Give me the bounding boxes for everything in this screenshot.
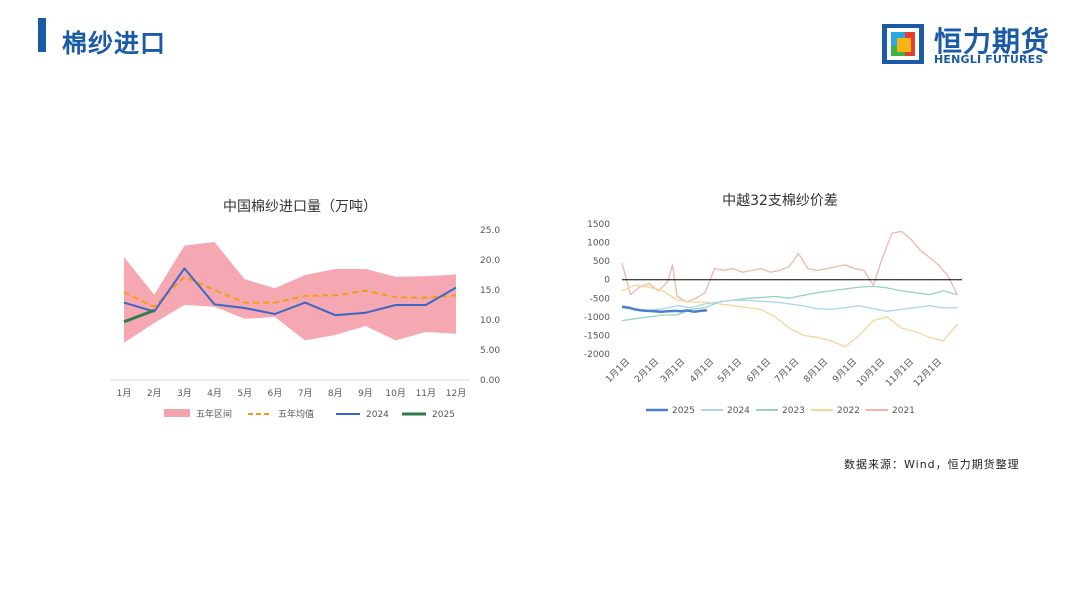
x-tick-label: 9月1日 (830, 356, 859, 385)
x-tick-label: 10月1日 (854, 356, 887, 389)
series-line-2021 (621, 230, 958, 303)
hengli-logo-icon (882, 24, 924, 64)
y-tick-label: 15.00 (480, 286, 500, 296)
x-tick-label: 11月 (416, 388, 436, 399)
x-tick-label: 8月 (328, 388, 343, 399)
x-tick-label: 12月 (446, 388, 466, 399)
x-tick-label: 2月1日 (632, 356, 661, 385)
legend-swatch-band (164, 409, 190, 417)
x-tick-label: 6月1日 (745, 356, 774, 385)
y-tick-label: 1500 (587, 220, 610, 230)
x-tick-label: 5月1日 (716, 356, 745, 385)
page-title: 棉纱进口 (62, 29, 167, 58)
band-five-year-range (124, 242, 456, 343)
legend-label: 2021 (892, 406, 915, 416)
x-tick-label: 6月 (268, 388, 283, 399)
y-tick-label: -1500 (584, 331, 610, 341)
x-tick-label: 4月1日 (688, 356, 717, 385)
x-tick-label: 7月1日 (773, 356, 802, 385)
logo-name-en: HENGLI FUTURES (934, 53, 1044, 66)
series-line-2024 (621, 299, 958, 312)
x-tick-label: 3月 (177, 388, 192, 399)
series-line-2025 (621, 305, 708, 313)
x-tick-label: 1月 (117, 388, 132, 399)
legend-label: 2023 (782, 406, 805, 416)
data-source-note: 数据来源：Wind，恒力期货整理 (844, 458, 1020, 471)
y-tick-label: 500 (593, 257, 610, 267)
y-tick-label: 0 (604, 276, 610, 286)
chart-china-vietnam-spread: 中越32支棉纱价差 1500 1000 500 0 -500 -1000 -1500 -2000… (584, 192, 962, 416)
series-line-2024 (123, 267, 457, 317)
x-tick-label: 8月1日 (802, 356, 831, 385)
chart-title: 中国棉纱进口量（万吨） (223, 198, 377, 215)
series-line-2025 (123, 308, 155, 324)
legend-label: 2025 (672, 406, 695, 416)
legend-label: 五年区间 (196, 408, 232, 420)
x-tick-label: 3月1日 (659, 356, 688, 385)
legend-label: 2022 (837, 406, 860, 416)
x-tick-label: 7月 (298, 388, 313, 399)
x-tick-label: 9月 (358, 388, 373, 399)
y-tick-label: 0.00 (480, 376, 500, 386)
y-tick-label: 10.00 (480, 316, 500, 326)
logo-name-cn: 恒力期货 (934, 25, 1051, 58)
x-tick-label: 11月1日 (883, 356, 916, 389)
series-line-2022 (621, 284, 958, 348)
legend-label: 2024 (727, 406, 750, 416)
x-tick-label: 5月 (237, 388, 252, 399)
x-tick-label: 10月 (385, 388, 405, 399)
y-tick-label: -1000 (584, 313, 610, 323)
legend-label: 2025 (432, 410, 455, 420)
legend-label: 五年均值 (278, 408, 314, 420)
chart-title: 中越32支棉纱价差 (722, 192, 838, 209)
series-line-2023 (621, 285, 958, 322)
y-tick-label: -2000 (584, 350, 610, 360)
y-tick-label: 1000 (587, 239, 610, 249)
x-tick-label: 4月 (207, 388, 222, 399)
title-accent-bar (38, 18, 46, 52)
y-tick-label: 5.00 (480, 346, 500, 356)
legend-label: 2024 (366, 410, 389, 420)
x-tick-label: 2月 (147, 388, 162, 399)
chart-cotton-yarn-imports: 中国棉纱进口量（万吨） 1月 2月 3月 4月 5月 6月 7月 8月 9月 10月 11月 12月 0.… (110, 198, 500, 420)
y-tick-label: 25.00 (480, 226, 500, 236)
x-tick-label: 1月1日 (604, 356, 633, 385)
x-tick-label: 12月1日 (911, 356, 944, 389)
y-tick-label: -500 (590, 294, 611, 304)
y-tick-label: 20.00 (480, 256, 500, 266)
